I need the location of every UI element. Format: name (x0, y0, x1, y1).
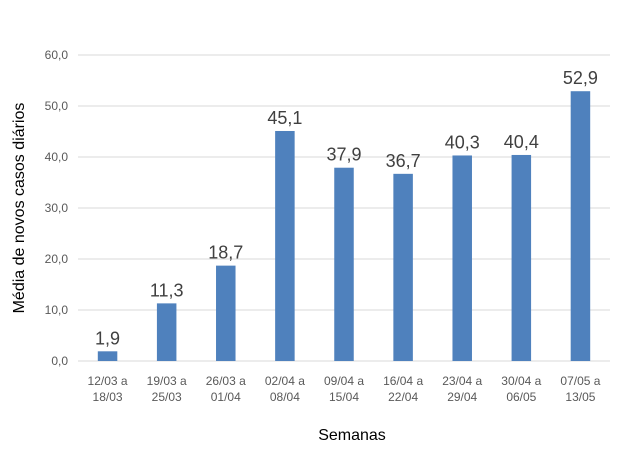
bars (97, 91, 591, 362)
y-tick-label: 10,0 (45, 303, 69, 317)
data-label: 45,1 (267, 108, 302, 128)
y-tick-label: 30,0 (45, 201, 69, 215)
data-labels: 1,9 11,3 18,7 45,1 37,9 36,7 40,3 40,4 52,9 (95, 68, 598, 348)
data-label: 1,9 (95, 328, 120, 348)
y-tick-label: 40,0 (45, 150, 69, 164)
y-tick-label: 60,0 (45, 48, 69, 62)
data-label: 36,7 (386, 151, 421, 171)
x-category-label: 23/04 a 29/04 (442, 374, 482, 404)
bar (393, 173, 413, 361)
x-axis-category-labels: 12/03 a 18/03 19/03 a 25/03 26/03 a 01/04 02/0… (88, 374, 601, 404)
data-label: 11,3 (150, 280, 184, 300)
bar (275, 130, 295, 361)
y-axis-tick-labels: 0,0 10,0 20,0 30,0 40,0 50,0 60,0 (45, 48, 69, 368)
x-category-label: 09/04 a 15/04 (324, 374, 364, 404)
bar (156, 303, 177, 361)
x-category-label: 16/04 a 22/04 (383, 374, 423, 404)
x-category-label: 26/03 a 01/04 (206, 374, 246, 404)
x-category-label: 12/03 a 18/03 (88, 374, 128, 404)
x-axis-title: Semanas (318, 427, 386, 444)
data-label: 40,4 (504, 132, 539, 152)
bar (511, 154, 532, 361)
x-category-label: 19/03 a 25/03 (147, 374, 187, 404)
y-tick-label: 0,0 (51, 354, 68, 368)
bar (334, 167, 354, 361)
bar (97, 351, 118, 361)
bar (452, 155, 472, 361)
x-category-label: 07/05 a 13/05 (560, 374, 600, 404)
x-category-label: 30/04 a 06/05 (501, 374, 541, 404)
y-tick-label: 20,0 (45, 252, 69, 266)
y-axis-title: Média de novos casos diários (11, 103, 28, 314)
bar (216, 265, 236, 361)
bar (570, 91, 591, 362)
data-label: 52,9 (563, 68, 598, 88)
data-label: 40,3 (445, 132, 480, 152)
y-tick-label: 50,0 (45, 99, 69, 113)
data-label: 37,9 (326, 145, 361, 165)
x-category-label: 02/04 a 08/04 (265, 374, 305, 404)
data-label: 18,7 (208, 243, 243, 263)
